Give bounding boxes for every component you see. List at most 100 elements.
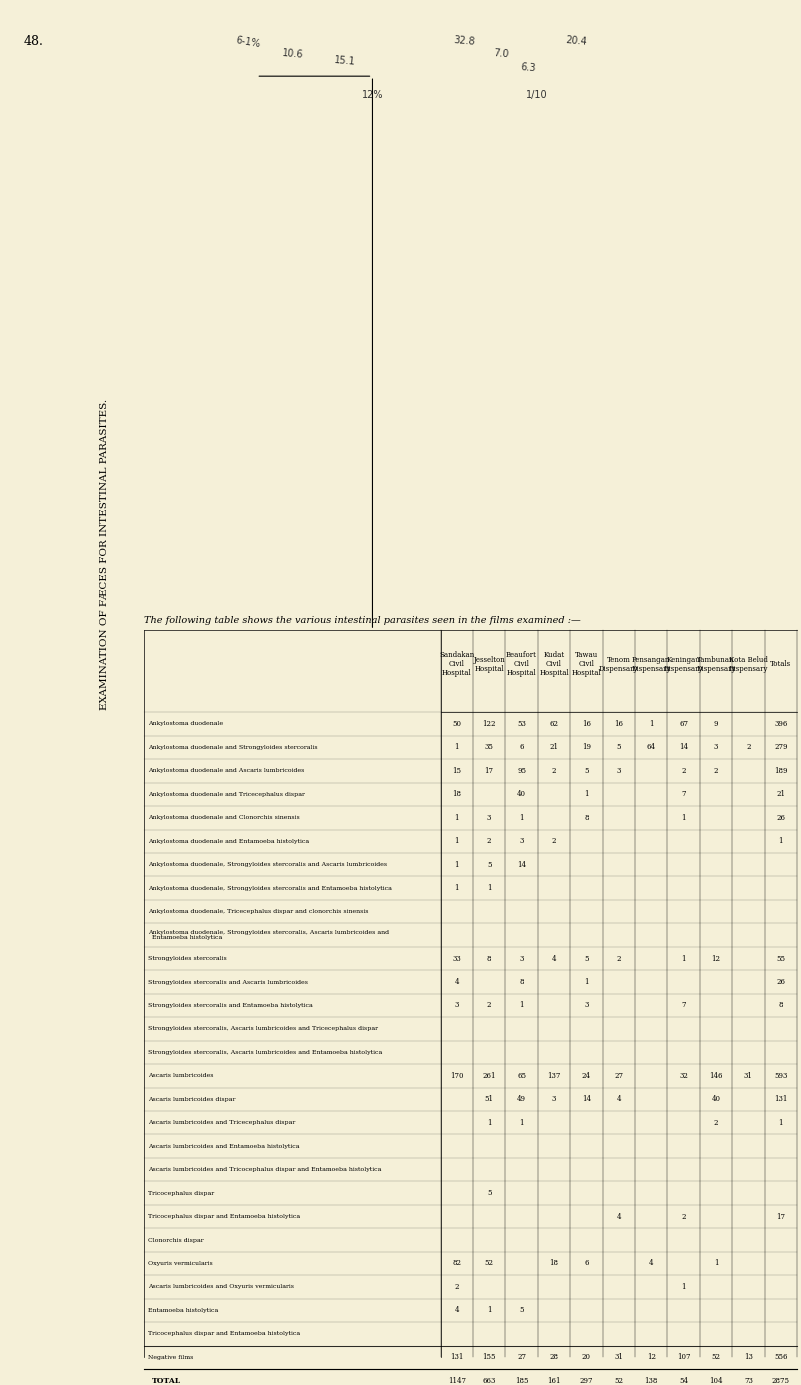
Text: 3: 3: [487, 814, 491, 821]
Text: 170: 170: [450, 1072, 464, 1080]
Text: 6.3: 6.3: [521, 62, 537, 73]
Text: Ascaris lumbricoides and Tricecephalus dispar: Ascaris lumbricoides and Tricecephalus d…: [148, 1120, 296, 1125]
Text: 1: 1: [649, 720, 654, 729]
Text: 5: 5: [584, 767, 589, 776]
Text: 1: 1: [487, 1119, 491, 1127]
Text: 52: 52: [485, 1259, 493, 1267]
Text: 53: 53: [517, 720, 526, 729]
Text: Ascaris lumbricoides and Oxyuris vermicularis: Ascaris lumbricoides and Oxyuris vermicu…: [148, 1284, 294, 1289]
Text: 7: 7: [682, 791, 686, 798]
Text: 52: 52: [711, 1353, 720, 1361]
Text: 1: 1: [682, 954, 686, 963]
Text: Ascaris lumbricoides and Entamoeba histolytica: Ascaris lumbricoides and Entamoeba histo…: [148, 1144, 300, 1148]
Text: 1: 1: [519, 1119, 524, 1127]
Text: 2875: 2875: [772, 1377, 790, 1385]
Text: 185: 185: [515, 1377, 529, 1385]
Text: 51: 51: [485, 1096, 493, 1104]
Text: The following table shows the various intestinal parasites seen in the films exa: The following table shows the various in…: [144, 616, 581, 625]
Text: Strongyloides stercoralis, Ascaris lumbricoides and Entamoeba histolytica: Strongyloides stercoralis, Ascaris lumbr…: [148, 1050, 382, 1055]
Text: Tenom
Dispensary: Tenom Dispensary: [599, 655, 638, 673]
Text: 31: 31: [614, 1353, 623, 1361]
Text: 189: 189: [774, 767, 787, 776]
Text: 12: 12: [646, 1353, 656, 1361]
Text: 8: 8: [584, 814, 589, 821]
Text: 4: 4: [552, 954, 556, 963]
Text: 104: 104: [709, 1377, 723, 1385]
Text: 1: 1: [487, 1306, 491, 1314]
Text: 6: 6: [584, 1259, 589, 1267]
Text: 14: 14: [582, 1096, 591, 1104]
Text: 1: 1: [454, 814, 459, 821]
Text: 4: 4: [454, 978, 459, 986]
Text: 593: 593: [774, 1072, 787, 1080]
Text: 131: 131: [774, 1096, 787, 1104]
Text: 27: 27: [614, 1072, 623, 1080]
Text: 18: 18: [549, 1259, 558, 1267]
Text: Keningau
Dispensary: Keningau Dispensary: [664, 655, 703, 673]
Text: 40: 40: [517, 791, 526, 798]
Text: 40: 40: [711, 1096, 720, 1104]
Text: 14: 14: [517, 860, 526, 868]
Text: 9: 9: [714, 720, 718, 729]
Text: 1: 1: [584, 791, 589, 798]
Text: 1: 1: [584, 978, 589, 986]
Text: 3: 3: [617, 767, 621, 776]
Text: Kudat
Civil
Hospital: Kudat Civil Hospital: [539, 651, 569, 677]
Text: 1147: 1147: [448, 1377, 465, 1385]
Text: 8: 8: [779, 1001, 783, 1010]
Text: 2: 2: [682, 1212, 686, 1220]
Text: Strongyloides stercoralis and Entamoeba histolytica: Strongyloides stercoralis and Entamoeba …: [148, 1003, 313, 1008]
Text: Pensangan
Dispensary: Pensangan Dispensary: [631, 655, 671, 673]
Text: 7.0: 7.0: [493, 48, 509, 60]
Text: 6: 6: [519, 744, 524, 752]
Text: 556: 556: [774, 1353, 787, 1361]
Text: 1: 1: [519, 814, 524, 821]
Text: 5: 5: [617, 744, 621, 752]
Text: EXAMINATION OF FÆCES FOR INTESTINAL PARASITES.: EXAMINATION OF FÆCES FOR INTESTINAL PARA…: [99, 399, 109, 709]
Text: 1: 1: [779, 1119, 783, 1127]
Text: 3: 3: [454, 1001, 459, 1010]
Text: 3: 3: [552, 1096, 556, 1104]
Text: 7: 7: [682, 1001, 686, 1010]
Text: 3: 3: [519, 838, 524, 845]
Text: 2: 2: [714, 767, 718, 776]
Text: Clonorchis dispar: Clonorchis dispar: [148, 1238, 203, 1242]
Text: Tricocephalus dispar and Entamoeba histolytica: Tricocephalus dispar and Entamoeba histo…: [148, 1331, 300, 1337]
Text: 27: 27: [517, 1353, 526, 1361]
Text: 663: 663: [482, 1377, 496, 1385]
Text: 14: 14: [679, 744, 688, 752]
Text: 4: 4: [617, 1096, 621, 1104]
Text: 6-1%: 6-1%: [235, 35, 261, 48]
Text: 1: 1: [519, 1001, 524, 1010]
Text: 19: 19: [582, 744, 591, 752]
Text: 1: 1: [682, 1283, 686, 1291]
Text: 1: 1: [454, 838, 459, 845]
Text: 5: 5: [487, 1190, 491, 1197]
Text: Oxyuris vermicularis: Oxyuris vermicularis: [148, 1260, 213, 1266]
Text: 82: 82: [453, 1259, 461, 1267]
Text: 1: 1: [454, 884, 459, 892]
Text: Entamoeba histolytica: Entamoeba histolytica: [148, 1307, 219, 1313]
Text: 1/10: 1/10: [526, 90, 547, 100]
Text: 32.8: 32.8: [453, 35, 476, 47]
Text: 2: 2: [487, 1001, 491, 1010]
Text: 107: 107: [677, 1353, 690, 1361]
Text: 8: 8: [519, 978, 524, 986]
Text: Sandakan
Civil
Hospital: Sandakan Civil Hospital: [439, 651, 474, 677]
Text: Totals: Totals: [771, 661, 791, 669]
Text: 16: 16: [614, 720, 623, 729]
Text: 1: 1: [454, 744, 459, 752]
Text: 67: 67: [679, 720, 688, 729]
Text: 4: 4: [649, 1259, 654, 1267]
Text: Ankylostoma duodenale and Entamoeba histolytica: Ankylostoma duodenale and Entamoeba hist…: [148, 839, 309, 843]
Text: 49: 49: [517, 1096, 526, 1104]
Text: Ankylostoma duodenale and Tricecephalus dispar: Ankylostoma duodenale and Tricecephalus …: [148, 792, 305, 796]
Text: 396: 396: [774, 720, 787, 729]
Text: 20: 20: [582, 1353, 591, 1361]
Text: 65: 65: [517, 1072, 526, 1080]
Text: 52: 52: [614, 1377, 623, 1385]
Text: Tricocephalus dispar and Entamoeba histolytica: Tricocephalus dispar and Entamoeba histo…: [148, 1215, 300, 1219]
Text: 20.4: 20.4: [566, 35, 588, 47]
Text: Beaufort
Civil
Hospital: Beaufort Civil Hospital: [506, 651, 537, 677]
Text: 12: 12: [711, 954, 720, 963]
